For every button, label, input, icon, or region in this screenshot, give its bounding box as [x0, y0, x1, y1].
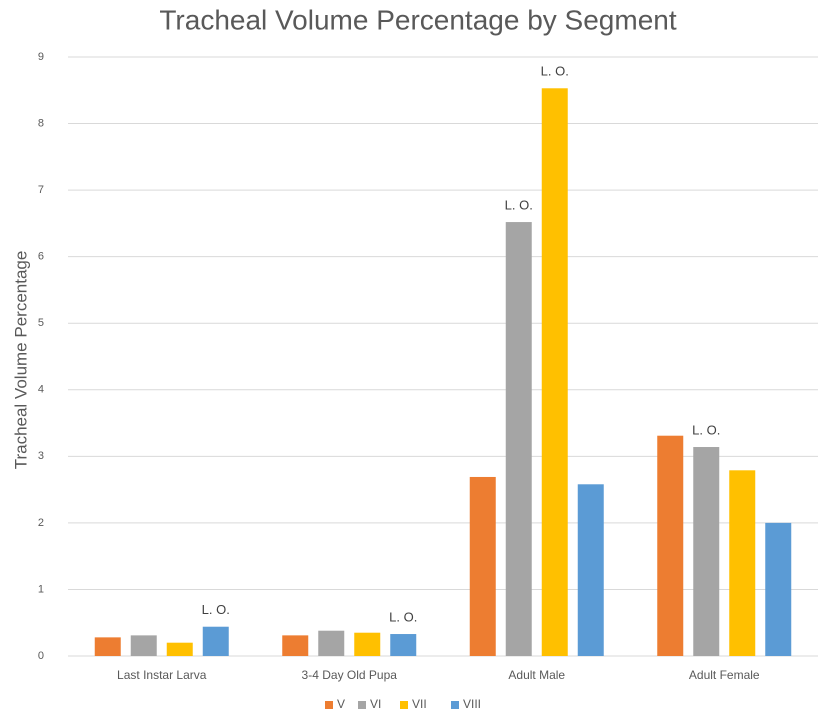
bar [729, 470, 756, 656]
y-tick-label: 2 [38, 517, 44, 529]
x-tick-label: Adult Male [508, 668, 565, 682]
bar [202, 626, 229, 656]
legend-swatch [400, 701, 408, 709]
y-tick-label: 1 [38, 583, 44, 595]
bar [130, 635, 157, 656]
bar [765, 522, 792, 656]
bar [469, 476, 496, 656]
bar [94, 637, 121, 656]
bar [166, 642, 193, 656]
annotation: L. O. [389, 609, 417, 624]
bar [541, 88, 568, 656]
bar [657, 435, 684, 656]
bar [693, 447, 720, 656]
y-tick-label: 8 [38, 117, 44, 129]
annotation: L. O. [202, 602, 230, 617]
chart-title: Tracheal Volume Percentage by Segment [159, 4, 676, 35]
y-tick-label: 9 [38, 51, 44, 63]
annotation: L. O. [505, 197, 533, 212]
y-tick-label: 7 [38, 184, 44, 196]
annotation: L. O. [541, 64, 569, 79]
x-tick-label: Adult Female [689, 668, 760, 682]
x-tick-label: 3-4 Day Old Pupa [302, 668, 398, 682]
legend-label: VI [370, 697, 381, 711]
bar [505, 222, 532, 656]
y-axis-label: Tracheal Volume Percentage [11, 251, 30, 470]
legend-swatch [451, 701, 459, 709]
bar [318, 630, 345, 656]
legend-swatch [325, 701, 333, 709]
y-tick-label: 6 [38, 251, 44, 263]
annotation: L. O. [692, 422, 720, 437]
y-tick-label: 4 [38, 384, 44, 396]
legend-label: VII [412, 697, 427, 711]
legend-label: V [337, 697, 345, 711]
bar [354, 632, 381, 656]
bar [282, 635, 309, 656]
bar [390, 634, 417, 656]
bar [577, 484, 604, 656]
legend-label: VIII [463, 697, 481, 711]
y-tick-label: 3 [38, 450, 44, 462]
y-tick-label: 5 [38, 317, 44, 329]
y-tick-label: 0 [38, 650, 44, 662]
x-tick-label: Last Instar Larva [117, 668, 207, 682]
legend-swatch [358, 701, 366, 709]
